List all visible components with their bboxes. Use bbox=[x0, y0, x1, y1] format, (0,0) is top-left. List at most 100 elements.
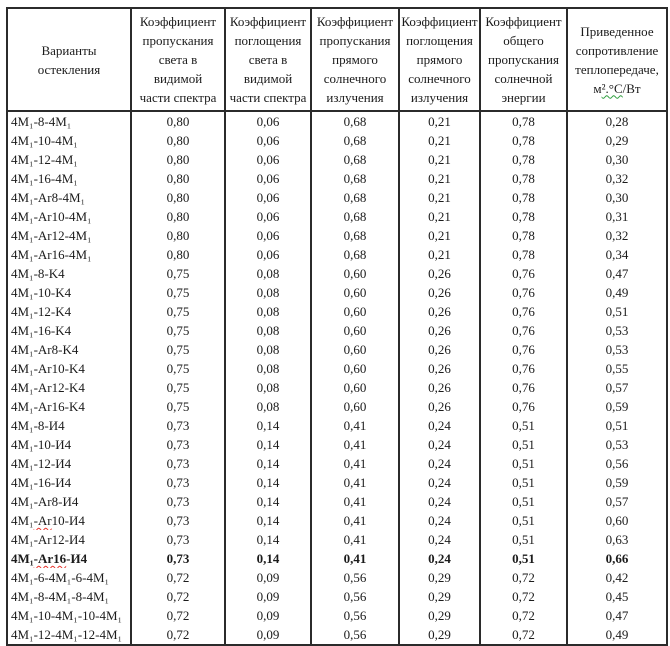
value-cell: 0,68 bbox=[312, 112, 400, 131]
table-row: 4M₁-8-K4 0,75 0,08 0,60 0,26 0,76 0,47 bbox=[8, 264, 666, 283]
variant-cell: 4M₁-Ar10-И4 bbox=[8, 511, 132, 530]
value-cell: 0,14 bbox=[226, 454, 312, 473]
value-cell: 0,60 bbox=[312, 321, 400, 340]
value-cell: 0,32 bbox=[605, 171, 629, 186]
value-cell: 0,72 bbox=[481, 606, 568, 625]
value-cell: 0,56 bbox=[312, 625, 400, 644]
value-cell: 0,51 bbox=[481, 454, 568, 473]
value-cell: 0,73 bbox=[132, 435, 226, 454]
variant-cell: 4M₁-8-4M₁ bbox=[8, 112, 132, 131]
value-cell: 0,60 bbox=[312, 397, 400, 416]
value-cell: 0,73 bbox=[132, 511, 226, 530]
value-cell: 0,75 bbox=[132, 321, 226, 340]
value-cell: 0,26 bbox=[400, 283, 481, 302]
variant-cell: 4M₁-16-4M₁ bbox=[8, 169, 132, 188]
table-row: 4M₁-10-K4 0,75 0,08 0,60 0,26 0,76 0,49 bbox=[8, 283, 666, 302]
value-cell: 0,49 bbox=[605, 285, 629, 300]
variant-cell: 4M₁-12-4M₁-12-4M₁ bbox=[8, 625, 132, 644]
value-cell: 0,06 bbox=[226, 245, 312, 264]
variant-cell: 4M₁-12-4M₁ bbox=[8, 150, 132, 169]
table-row: 4M₁-8-4M₁-8-4M₁ 0,72 0,09 0,56 0,29 0,72 0,45 bbox=[8, 587, 666, 606]
value-cell: 0,78 bbox=[481, 188, 568, 207]
value-cell: 0,29 bbox=[400, 568, 481, 587]
value-cell: 0,30 bbox=[605, 152, 629, 167]
variant-cell: 4M₁-Ar12-И4 bbox=[8, 530, 132, 549]
value-cell: 0,76 bbox=[481, 302, 568, 321]
value-cell: 0,76 bbox=[481, 264, 568, 283]
value-cell: 0,08 bbox=[226, 264, 312, 283]
value-cell: 0,73 bbox=[132, 492, 226, 511]
value-cell: 0,47 bbox=[605, 608, 629, 623]
table-row: 4M₁-Ar10-K4 0,75 0,08 0,60 0,26 0,76 0,55 bbox=[8, 359, 666, 378]
value-cell: 0,06 bbox=[226, 169, 312, 188]
value-cell: 0,51 bbox=[605, 418, 629, 433]
value-cell: 0,06 bbox=[226, 188, 312, 207]
value-cell: 0,59 bbox=[605, 475, 629, 490]
value-cell: 0,24 bbox=[400, 492, 481, 511]
value-cell: 0,29 bbox=[400, 606, 481, 625]
value-cell: 0,68 bbox=[312, 150, 400, 169]
value-cell: 0,68 bbox=[312, 226, 400, 245]
value-cell: 0,34 bbox=[605, 247, 629, 262]
value-cell: 0,63 bbox=[605, 532, 629, 547]
value-cell: 0,14 bbox=[226, 511, 312, 530]
glazing-coefficients-table: Варианты остекления Коэффициент пропуска… bbox=[6, 7, 668, 646]
variant-cell: 4M₁-Ar10-K4 bbox=[8, 359, 132, 378]
variant-cell: 4M₁-Ar8-И4 bbox=[8, 492, 132, 511]
table-row: 4M₁-Ar12-K4 0,75 0,08 0,60 0,26 0,76 0,57 bbox=[8, 378, 666, 397]
value-cell: 0,26 bbox=[400, 321, 481, 340]
table-row: 4M₁-Ar10-И4 0,73 0,14 0,41 0,24 0,51 0,60 bbox=[8, 511, 666, 530]
value-cell: 0,56 bbox=[312, 568, 400, 587]
value-cell: 0,06 bbox=[226, 226, 312, 245]
table-row: 4M₁-6-4M₁-6-4M₁ 0,72 0,09 0,56 0,29 0,72 0,42 bbox=[8, 568, 666, 587]
value-cell: 0,78 bbox=[481, 131, 568, 150]
value-cell: 0,24 bbox=[400, 530, 481, 549]
table-row: 4M₁-12-K4 0,75 0,08 0,60 0,26 0,76 0,51 bbox=[8, 302, 666, 321]
spellcheck-squiggle: -Ar bbox=[33, 513, 52, 528]
value-cell: 0,73 bbox=[132, 549, 226, 568]
value-cell: 0,06 bbox=[226, 207, 312, 226]
value-cell: 0,14 bbox=[226, 416, 312, 435]
value-cell: 0,26 bbox=[400, 378, 481, 397]
value-cell: 0,51 bbox=[481, 530, 568, 549]
value-cell: 0,14 bbox=[226, 473, 312, 492]
value-cell: 0,75 bbox=[132, 283, 226, 302]
variant-cell: 4M₁-Ar12-K4 bbox=[8, 378, 132, 397]
value-cell: 0,60 bbox=[312, 340, 400, 359]
value-cell: 0,60 bbox=[312, 378, 400, 397]
value-cell: 0,21 bbox=[400, 169, 481, 188]
value-cell: 0,24 bbox=[400, 549, 481, 568]
value-cell: 0,72 bbox=[132, 625, 226, 644]
value-cell: 0,72 bbox=[481, 568, 568, 587]
value-cell: 0,72 bbox=[481, 625, 568, 644]
value-cell: 0,76 bbox=[481, 340, 568, 359]
header-light-absorption: Коэффициент поглощения света в видимой ч… bbox=[226, 9, 312, 110]
value-cell: 0,08 bbox=[226, 359, 312, 378]
value-cell: 0,08 bbox=[226, 283, 312, 302]
value-cell: 0,08 bbox=[226, 302, 312, 321]
table-row: 4M₁-10-4M₁-10-4M₁ 0,72 0,09 0,56 0,29 0,72 0,4… bbox=[8, 606, 666, 625]
value-cell: 0,68 bbox=[312, 245, 400, 264]
header-heat-resistance: Приведенное сопротивление теплопередаче,… bbox=[568, 9, 666, 110]
table-row: 4M₁-Ar8-И4 0,73 0,14 0,41 0,24 0,51 0,57 bbox=[8, 492, 666, 511]
variant-cell: 4M₁-Ar8-K4 bbox=[8, 340, 132, 359]
value-cell: 0,24 bbox=[400, 416, 481, 435]
header-light-transmission: Коэффициент пропускания света в видимой … bbox=[132, 9, 226, 110]
table-row: 4M₁-Ar8-4M₁ 0,80 0,06 0,68 0,21 0,78 0,30 bbox=[8, 188, 666, 207]
table-row: 4M₁-10-4M₁ 0,80 0,06 0,68 0,21 0,78 0,29 bbox=[8, 131, 666, 150]
variant-cell: 4M₁-16-K4 bbox=[8, 321, 132, 340]
value-cell: 0,60 bbox=[312, 283, 400, 302]
variant-cell: 4M₁-10-4M₁ bbox=[8, 131, 132, 150]
value-cell: 0,68 bbox=[312, 169, 400, 188]
value-cell: 0,24 bbox=[400, 435, 481, 454]
table-body: 4M₁-8-4M₁ 0,80 0,06 0,68 0,21 0,78 0,28 4M₁-10-… bbox=[8, 112, 666, 644]
value-cell: 0,78 bbox=[481, 150, 568, 169]
variant-cell: 4M₁-Ar10-4M₁ bbox=[8, 207, 132, 226]
variant-cell: 4M₁-8-K4 bbox=[8, 264, 132, 283]
value-cell: 0,51 bbox=[481, 473, 568, 492]
value-cell: 0,24 bbox=[400, 473, 481, 492]
value-cell: 0,09 bbox=[226, 625, 312, 644]
value-cell: 0,76 bbox=[481, 378, 568, 397]
variant-cell: 4M₁-6-4M₁-6-4M₁ bbox=[8, 568, 132, 587]
value-cell: 0,21 bbox=[400, 131, 481, 150]
